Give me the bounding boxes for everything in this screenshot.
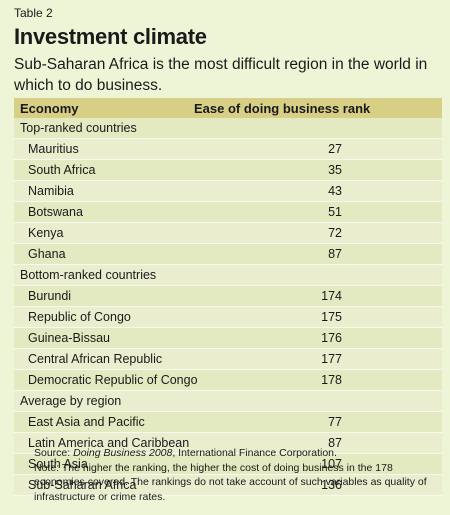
rank-cell: 51 [328, 205, 342, 219]
economy-cell: Democratic Republic of Congo [28, 373, 198, 387]
rank-cell: 35 [328, 163, 342, 177]
table-row: Latin America and Caribbean 87 [14, 433, 442, 454]
table-row: Botswana 51 [14, 202, 442, 223]
table-footer: Source: Doing Business 2008, Internation… [14, 446, 442, 504]
rank-cell: 72 [328, 226, 342, 240]
table-row: Guinea-Bissau 176 [14, 328, 442, 349]
note-text: Note: The higher the ranking, the higher… [34, 461, 427, 503]
header-economy: Economy [20, 100, 79, 116]
rank-cell: 87 [328, 436, 342, 450]
section-header: Bottom-ranked countries [14, 265, 442, 286]
economy-cell: Latin America and Caribbean [28, 436, 190, 450]
economy-cell: Ghana [28, 247, 66, 261]
source-line: Source: Doing Business 2008, Internation… [34, 447, 337, 459]
economy-cell: Kenya [28, 226, 64, 240]
table-row: Sub-Saharan Africa 136 [14, 475, 442, 496]
economy-cell: Burundi [28, 289, 72, 303]
table-row: East Asia and Pacific 77 [14, 412, 442, 433]
table-label: Table 2 [14, 6, 53, 20]
table-subtitle: Sub-Saharan Africa is the most difficult… [14, 56, 428, 94]
economy-cell: South Africa [28, 163, 96, 177]
header-rank: Ease of doing business rank [194, 100, 371, 116]
table-row: Republic of Congo 175 [14, 307, 442, 328]
table-row: Namibia 43 [14, 181, 442, 202]
economy-cell: Guinea-Bissau [28, 331, 110, 345]
table-row: Mauritius 27 [14, 139, 442, 160]
rank-cell: 178 [321, 373, 342, 387]
table-title: Investment climate [14, 24, 207, 49]
rank-cell: 174 [321, 289, 342, 303]
economy-cell: Botswana [28, 205, 83, 219]
rank-cell: 136 [321, 478, 342, 492]
economy-cell: Mauritius [28, 142, 79, 156]
rank-cell: 27 [328, 142, 342, 156]
table-row: South Asia 107 [14, 454, 442, 475]
economy-cell: East Asia and Pacific [28, 415, 145, 429]
economy-cell: South Asia [28, 457, 88, 471]
economy-cell: Sub-Saharan Africa [28, 478, 137, 492]
rank-cell: 177 [321, 352, 342, 366]
table-header: Economy Ease of doing business rank [14, 98, 442, 118]
table-row: Burundi 174 [14, 286, 442, 307]
section-header: Top-ranked countries [14, 118, 442, 139]
economy-cell: Namibia [28, 184, 74, 198]
table-body: Top-ranked countries Mauritius 27 South Afr… [14, 118, 442, 496]
economy-cell: Central African Republic [28, 352, 163, 366]
table-row: Democratic Republic of Congo 178 [14, 370, 442, 391]
rank-cell: 87 [328, 247, 342, 261]
rank-cell: 176 [321, 331, 342, 345]
table-row: Central African Republic 177 [14, 349, 442, 370]
data-table: Economy Ease of doing business rank Top-… [14, 98, 442, 496]
table-row: Kenya 72 [14, 223, 442, 244]
rank-cell: 175 [321, 310, 342, 324]
table-row: South Africa 35 [14, 160, 442, 181]
rank-cell: 77 [328, 415, 342, 429]
economy-cell: Republic of Congo [28, 310, 131, 324]
section-header: Average by region [14, 391, 442, 412]
rank-cell: 43 [328, 184, 342, 198]
rank-cell: 107 [321, 457, 342, 471]
table-row: Ghana 87 [14, 244, 442, 265]
